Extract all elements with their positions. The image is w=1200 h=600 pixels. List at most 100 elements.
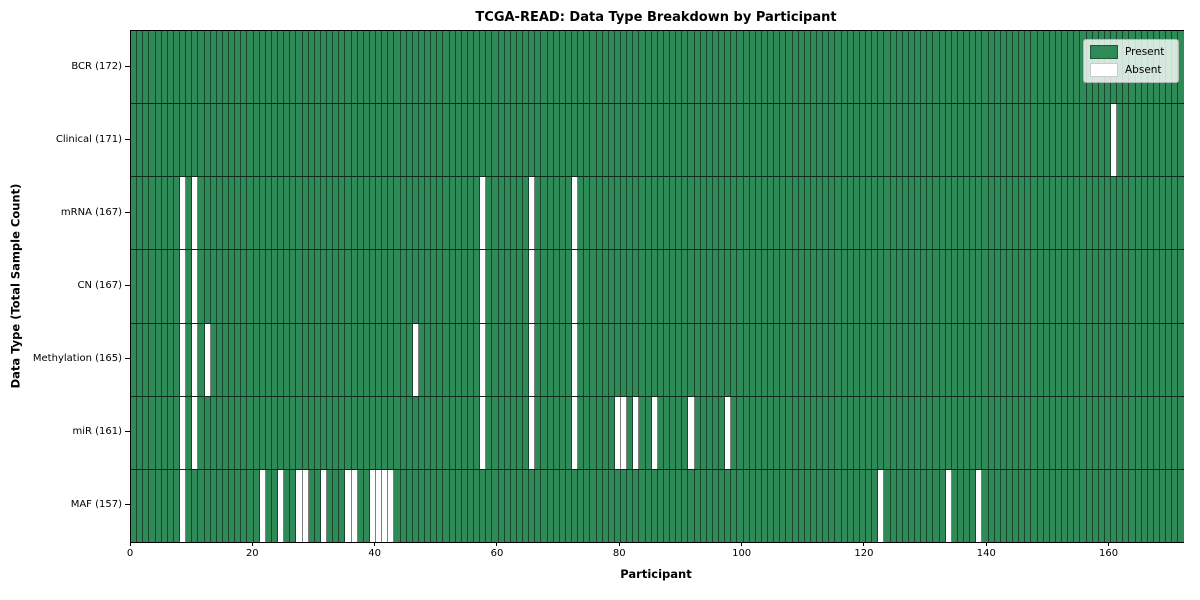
heatmap-cell-present [173, 396, 180, 469]
heatmap-row-cn [131, 250, 1184, 324]
heatmap-cell-present [817, 250, 824, 323]
heatmap-cell-present [670, 104, 677, 177]
heatmap-cell-present [247, 104, 254, 177]
heatmap-cell-present [847, 250, 854, 323]
heatmap-cell-present [712, 469, 719, 542]
heatmap-cell-present [173, 323, 180, 396]
heatmap-cell-present [639, 31, 646, 104]
heatmap-cell-present [498, 323, 505, 396]
heatmap-cell-present [590, 177, 597, 250]
heatmap-cell-present [241, 396, 248, 469]
heatmap-cell-present [449, 104, 456, 177]
heatmap-cell-present [167, 177, 174, 250]
heatmap-cell-present [431, 396, 438, 469]
heatmap-cell-present [890, 177, 897, 250]
y-tick-label-methylation: Methylation (165) [32, 352, 122, 364]
heatmap-cell-present [1080, 396, 1087, 469]
heatmap-cell-present [461, 469, 468, 542]
heatmap-cell-present [792, 31, 799, 104]
heatmap-cell-absent [345, 469, 352, 542]
heatmap-cell-present [198, 177, 205, 250]
heatmap-cell-present [449, 177, 456, 250]
heatmap-cell-absent [351, 469, 358, 542]
heatmap-cell-present [559, 31, 566, 104]
heatmap-cell-present [553, 469, 560, 542]
heatmap-cell-present [1098, 104, 1105, 177]
heatmap-cell-present [1178, 104, 1184, 177]
heatmap-cell-present [915, 104, 922, 177]
x-axis-label: Participant [620, 567, 692, 581]
heatmap-cell-present [633, 323, 640, 396]
heatmap-cell-present [725, 31, 732, 104]
heatmap-cell-present [835, 177, 842, 250]
heatmap-cell-present [964, 396, 971, 469]
heatmap-cell-present [296, 323, 303, 396]
heatmap-cell-present [369, 396, 376, 469]
heatmap-cell-present [351, 323, 358, 396]
heatmap-cell-present [774, 31, 781, 104]
heatmap-cell-present [896, 104, 903, 177]
x-tick-mark [1108, 542, 1110, 546]
heatmap-cell-present [1019, 323, 1026, 396]
heatmap-cell-present [259, 250, 266, 323]
heatmap-cell-present [847, 396, 854, 469]
heatmap-cell-present [339, 469, 346, 542]
heatmap-cell-present [774, 177, 781, 250]
heatmap-cell-present [1037, 31, 1044, 104]
heatmap-cell-present [1172, 250, 1179, 323]
heatmap-cell-present [284, 250, 291, 323]
heatmap-cell-present [866, 250, 873, 323]
heatmap-cell-present [823, 323, 830, 396]
heatmap-cell-present [216, 177, 223, 250]
heatmap-cell-present [933, 396, 940, 469]
heatmap-cell-present [749, 31, 756, 104]
heatmap-cell-present [1019, 469, 1026, 542]
heatmap-cell-present [1043, 323, 1050, 396]
heatmap-cell-present [872, 323, 879, 396]
heatmap-cell-present [474, 177, 481, 250]
heatmap-cell-present [1129, 177, 1136, 250]
heatmap-cell-present [437, 323, 444, 396]
heatmap-cell-present [412, 104, 419, 177]
heatmap-cell-present [382, 104, 389, 177]
heatmap-cell-present [1123, 250, 1130, 323]
heatmap-cell-present [1062, 469, 1069, 542]
x-tick-mark [618, 542, 620, 546]
heatmap-cell-present [651, 31, 658, 104]
heatmap-cell-present [565, 177, 572, 250]
heatmap-cell-present [553, 250, 560, 323]
heatmap-cell-present [535, 396, 542, 469]
heatmap-cell-present [1111, 396, 1118, 469]
heatmap-cell-present [719, 31, 726, 104]
heatmap-cell-present [363, 469, 370, 542]
heatmap-cell-present [927, 250, 934, 323]
heatmap-cell-present [516, 104, 523, 177]
heatmap-cell-present [559, 469, 566, 542]
heatmap-cell-present [761, 177, 768, 250]
heatmap-cell-present [761, 323, 768, 396]
heatmap-cell-present [774, 250, 781, 323]
heatmap-cell-present [1037, 250, 1044, 323]
heatmap-cell-present [192, 104, 199, 177]
heatmap-cell-present [951, 177, 958, 250]
heatmap-cell-present [688, 323, 695, 396]
heatmap-cell-present [565, 469, 572, 542]
heatmap-cell-present [137, 104, 144, 177]
heatmap-cell-present [308, 31, 315, 104]
heatmap-cell-present [682, 396, 689, 469]
heatmap-cell-present [743, 469, 750, 542]
heatmap-cell-present [1000, 31, 1007, 104]
heatmap-cell-present [437, 177, 444, 250]
heatmap-cell-present [167, 469, 174, 542]
heatmap-cell-absent [480, 250, 487, 323]
heatmap-cell-present [614, 177, 621, 250]
heatmap-cell-present [657, 104, 664, 177]
heatmap-cell-present [559, 396, 566, 469]
heatmap-cell-present [400, 31, 407, 104]
heatmap-cell-present [284, 104, 291, 177]
heatmap-cell-present [296, 31, 303, 104]
heatmap-cell-present [541, 396, 548, 469]
heatmap-cell-present [817, 177, 824, 250]
heatmap-cell-present [908, 104, 915, 177]
heatmap-cell-present [964, 469, 971, 542]
